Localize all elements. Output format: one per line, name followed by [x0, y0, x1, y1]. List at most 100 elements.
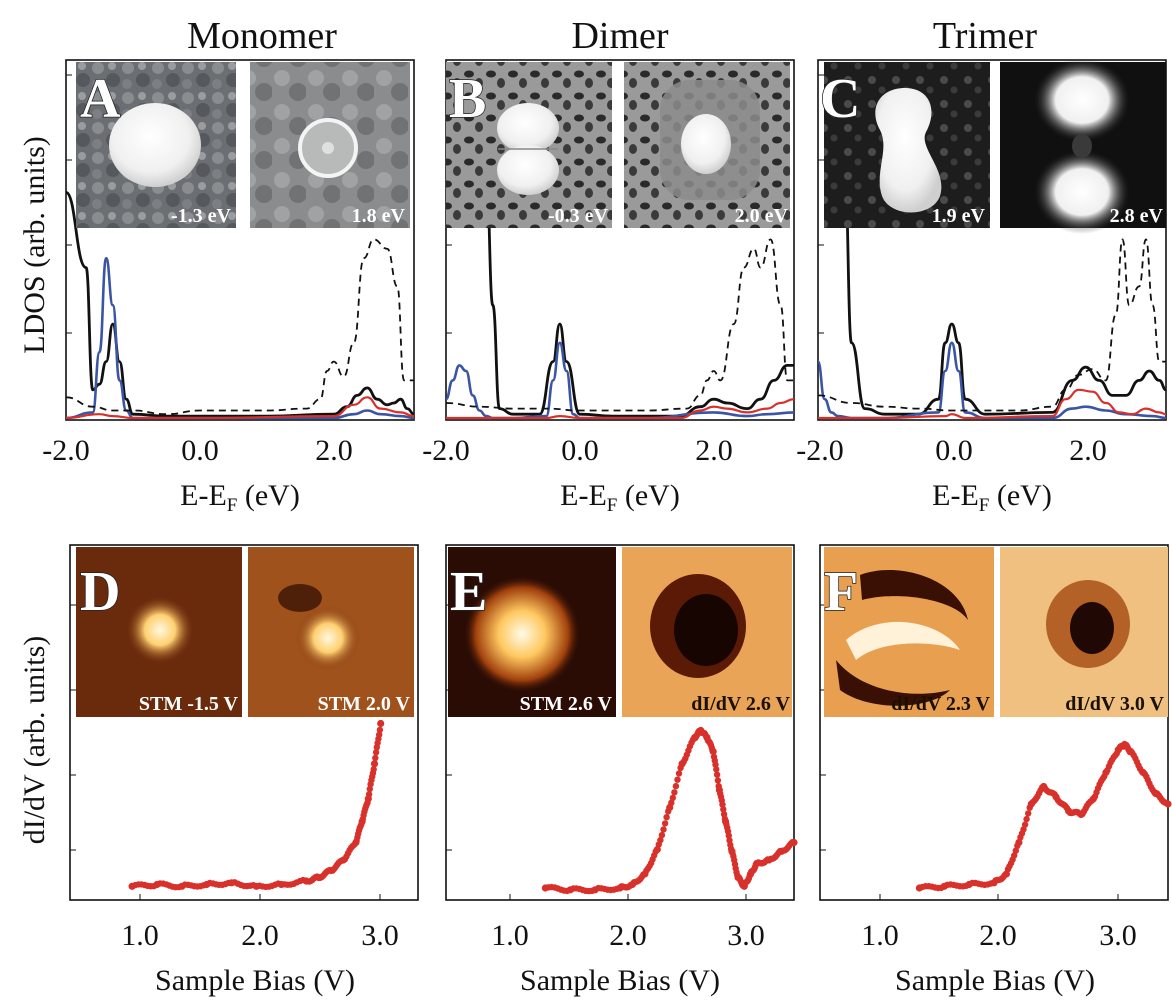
panel-B-plot: [445, 172, 795, 420]
didv-lobe-F2: [836, 660, 950, 706]
panel-C-yticks: [818, 74, 824, 334]
inset-label-B1: -0.3 eV: [548, 205, 609, 227]
inset-label-F2: dI/dV 3.0 V: [1065, 693, 1164, 715]
data-point-D-fill: [376, 731, 383, 738]
tick-C-2: 2.0: [1069, 434, 1107, 467]
data-point-E-fill: [725, 832, 732, 839]
inset-label-C2: 2.8 eV: [1110, 205, 1164, 227]
data-point-E-fill: [660, 826, 667, 833]
dimer-upper-lobe: [497, 103, 559, 153]
trimer-upper-lobe: [1034, 58, 1130, 142]
data-point-D: [377, 719, 385, 728]
series-A-black-dashed: [65, 238, 414, 416]
data-point-E-fill: [663, 814, 670, 821]
data-point-D-fill: [366, 785, 373, 793]
stm-dot-D2: [296, 606, 360, 670]
tick-B-neg2: -2.0: [422, 434, 470, 467]
panel-B-frame: [445, 59, 795, 421]
didv-lobe-F1: [860, 570, 968, 620]
stm-blob-E: [464, 576, 580, 692]
panel-label-D: D: [80, 561, 120, 623]
data-point-E-fill: [669, 794, 676, 802]
series-A-red: [65, 396, 415, 420]
data-point-E: [653, 845, 661, 854]
data-point-E: [790, 838, 798, 847]
panel-A-plot: [64, 191, 415, 420]
top-xlabel-C: E-EF (eV): [932, 479, 1052, 516]
inset-label-A1: -1.3 eV: [171, 205, 232, 227]
data-point-D-fill: [372, 749, 380, 756]
data-point-E-fill: [658, 831, 666, 839]
data-point-E-fill: [720, 806, 727, 813]
panel-E-xticks: [509, 894, 747, 900]
tick-A-neg2: -2.0: [42, 434, 90, 467]
data-point-D-fill: [370, 766, 377, 773]
top-xticklabels: -2.0 0.0 2.0 -2.0 0.0 2.0 -2.0 0.0 2.0: [42, 434, 1107, 467]
bottom-xlabel-E: Sample Bias (V): [520, 964, 720, 997]
data-point-E-fill: [712, 761, 719, 768]
panel-D-plot: [128, 719, 385, 891]
data-point-D-fill: [365, 791, 373, 798]
panel-F-xticks: [879, 894, 1119, 900]
data-point-E-fill: [671, 789, 678, 796]
stm-dot-D1: [126, 596, 194, 664]
data-point-D-fill: [372, 754, 379, 762]
data-point-E-fill: [672, 782, 680, 790]
tick-C-0: 0.0: [935, 434, 973, 467]
panel-C-frame: [817, 59, 1167, 421]
inset-label-A2: 1.8 eV: [352, 205, 406, 227]
title-trimer: Trimer: [933, 15, 1038, 57]
top-ylabel: LDOS (arb. units): [18, 136, 51, 353]
data-point-D-fill: [376, 726, 384, 734]
panel-D-frame: [69, 544, 419, 901]
series-B-blue: [445, 341, 795, 420]
data-point-F-fill: [1025, 810, 1032, 817]
bottom-xticklabels: 1.0 2.0 3.0 1.0 2.0 3.0 1.0 2.0 3.0: [121, 919, 1137, 952]
tick-F-3: 3.0: [1099, 919, 1137, 952]
didv-ring-E-core: [674, 594, 738, 666]
adatom-center: [322, 142, 334, 154]
tick-D-3: 3.0: [361, 919, 399, 952]
series-C-black-dashed: [817, 238, 1166, 412]
tick-E-1: 1.0: [491, 919, 529, 952]
panel-E-plot: [541, 726, 798, 895]
data-point-F: [1164, 800, 1172, 808]
data-point-F-fill: [1020, 826, 1027, 833]
panel-F-plot: [915, 740, 1172, 892]
data-point-E-fill: [674, 776, 681, 783]
dimer-lower-lobe: [497, 145, 559, 195]
inset-D-dark-spot: [278, 584, 322, 612]
bottom-xlabel-D: Sample Bias (V): [155, 964, 355, 997]
trimer-blob: [875, 88, 942, 213]
didv-bright-F: [846, 621, 960, 660]
panel-C: C 1.9 eV 2.8 eV: [816, 58, 1167, 421]
inset-label-D2: STM 2.0 V: [318, 693, 411, 715]
series-B-black-dashed: [445, 238, 794, 412]
data-point-D: [370, 760, 379, 768]
didv-ring-F-core: [1070, 602, 1114, 654]
tick-A-0: 0.0: [181, 434, 219, 467]
data-point-F-fill: [1011, 852, 1018, 859]
inset-label-D1: STM -1.5 V: [139, 693, 239, 715]
inset-label-F1: dI/dV 2.3 V: [891, 693, 990, 715]
tick-D-1: 1.0: [121, 919, 159, 952]
panel-E-frame: [445, 544, 795, 901]
panel-B: B -0.3 eV 2.0 eV: [445, 59, 795, 421]
top-xlabel-A: E-EF (eV): [180, 479, 300, 516]
data-point-E-fill: [661, 820, 669, 827]
data-point-F-fill: [1021, 821, 1029, 828]
series-C-blue: [816, 341, 1167, 420]
title-monomer: Monomer: [187, 15, 337, 57]
tick-E-2: 2.0: [609, 919, 647, 952]
trimer-center-node: [1072, 134, 1092, 158]
data-point-E-fill: [713, 771, 721, 778]
panel-label-B: B: [449, 68, 486, 130]
data-point-F-fill: [1023, 815, 1030, 823]
title-dimer: Dimer: [571, 15, 668, 57]
panel-F: F dI/dV 2.3 V dI/dV 3.0 V: [819, 544, 1172, 901]
tick-F-2: 2.0: [979, 919, 1017, 952]
panel-D: D STM -1.5 V STM 2.0 V: [69, 544, 419, 901]
panel-A-yticks: [66, 74, 72, 334]
panel-A: A -1.3 eV 1.8 eV: [64, 59, 415, 421]
data-point-E-fill: [675, 770, 683, 777]
